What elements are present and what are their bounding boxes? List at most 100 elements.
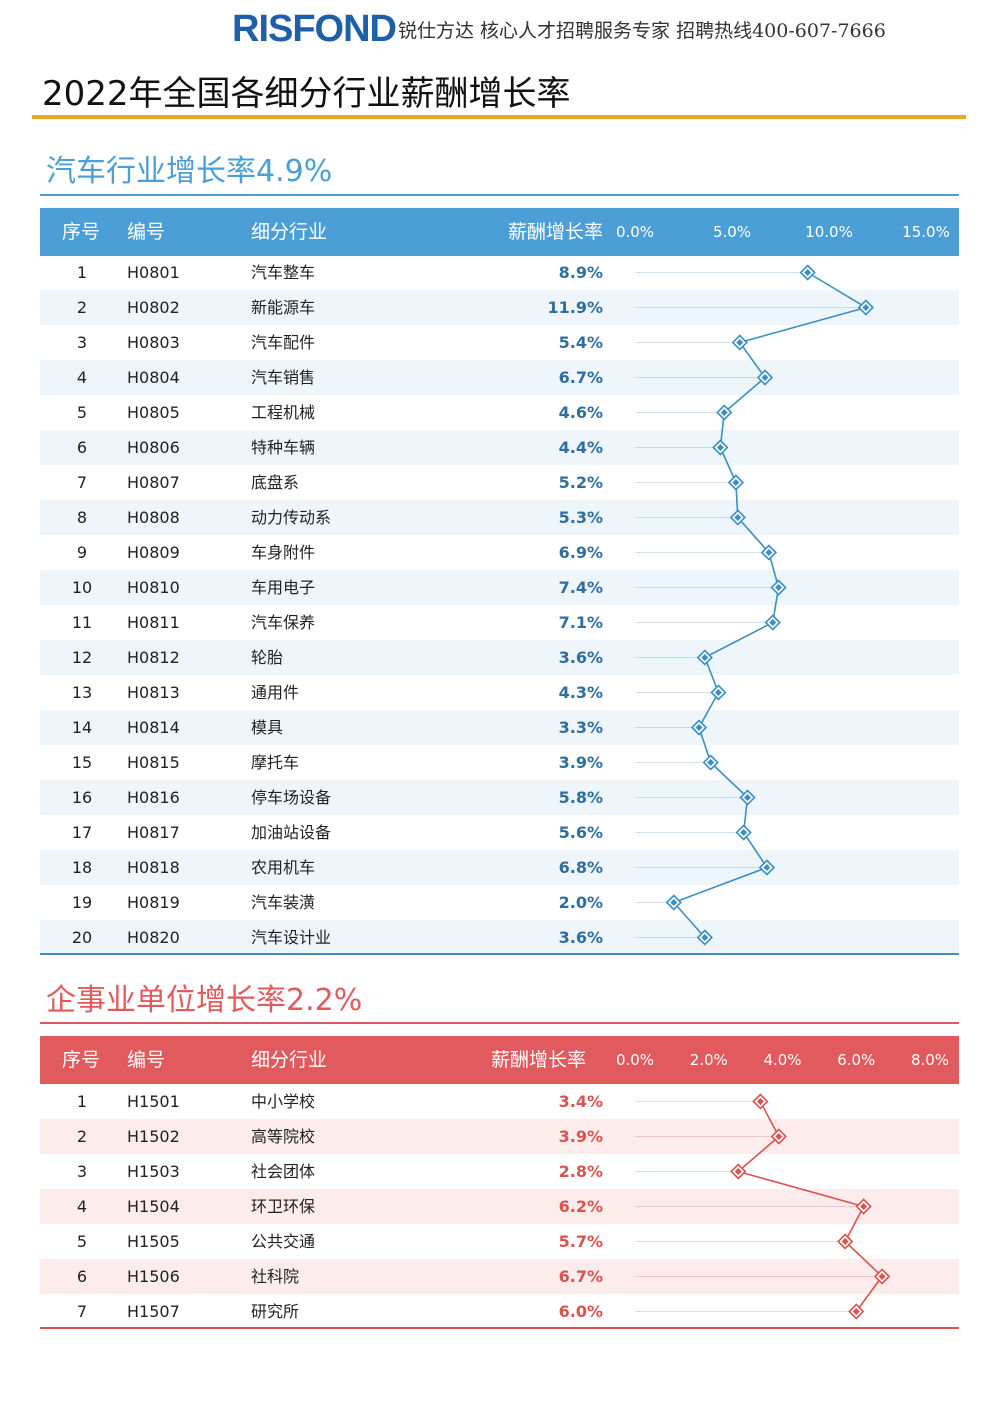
table-row: 4 H0804 汽车销售 6.7% — [40, 360, 959, 395]
row-industry: 社会团体 — [251, 1162, 316, 1181]
col-header-code: 编号 — [127, 221, 166, 243]
table-row: 8 H0808 动力传动系 5.3% — [40, 500, 959, 535]
row-code: H0814 — [127, 718, 180, 737]
row-industry: 汽车装潢 — [251, 893, 316, 912]
row-industry: 农用机车 — [251, 858, 316, 877]
axis-tick-label: 0.0% — [615, 1051, 655, 1069]
row-code: H0810 — [127, 578, 180, 597]
table-row: 20 H0820 汽车设计业 3.6% — [40, 920, 959, 955]
row-industry: 车用电子 — [251, 578, 316, 597]
row-index: 8 — [76, 508, 88, 527]
table-row: 6 H1506 社科院 6.7% — [40, 1259, 959, 1294]
row-code: H0820 — [127, 928, 180, 947]
row-code: H0816 — [127, 788, 180, 807]
row-industry: 特种车辆 — [251, 438, 316, 457]
row-code: H1503 — [127, 1162, 180, 1181]
row-index: 1 — [76, 263, 88, 282]
row-growth-value: 2.8% — [558, 1162, 603, 1181]
row-growth-value: 3.6% — [558, 648, 603, 667]
row-index: 19 — [71, 893, 93, 912]
row-index: 6 — [76, 1267, 88, 1286]
row-industry: 汽车保养 — [251, 613, 316, 632]
table-row: 5 H0805 工程机械 4.6% — [40, 395, 959, 430]
row-index: 11 — [71, 613, 93, 632]
row-code: H0806 — [127, 438, 180, 457]
table-row: 12 H0812 轮胎 3.6% — [40, 640, 959, 675]
table-bottom-rule-auto — [40, 953, 959, 955]
section-divider-auto — [40, 194, 959, 196]
row-industry: 底盘系 — [251, 473, 300, 492]
row-code: H0807 — [127, 473, 180, 492]
row-growth-value: 5.2% — [558, 473, 603, 492]
row-growth-value: 7.1% — [558, 613, 603, 632]
section-title-institutions: 企事业单位增长率2.2% — [46, 983, 363, 1018]
row-index: 7 — [76, 1302, 88, 1321]
row-index: 13 — [71, 683, 93, 702]
row-industry: 研究所 — [251, 1302, 300, 1321]
table-row: 3 H1503 社会团体 2.8% — [40, 1154, 959, 1189]
row-growth-value: 4.6% — [558, 403, 603, 422]
table-row: 1 H1501 中小学校 3.4% — [40, 1084, 959, 1119]
row-growth-value: 7.4% — [558, 578, 603, 597]
table-row: 15 H0815 摩托车 3.9% — [40, 745, 959, 780]
section-title-auto: 汽车行业增长率4.9% — [46, 154, 333, 189]
row-growth-value: 5.7% — [558, 1232, 603, 1251]
row-code: H0809 — [127, 543, 180, 562]
row-code: H0808 — [127, 508, 180, 527]
row-industry: 汽车销售 — [251, 368, 316, 387]
row-industry: 轮胎 — [251, 648, 284, 667]
row-industry: 动力传动系 — [251, 508, 332, 527]
row-growth-value: 6.2% — [558, 1197, 603, 1216]
row-code: H1501 — [127, 1092, 180, 1111]
row-code: H1502 — [127, 1127, 180, 1146]
row-index: 3 — [76, 1162, 88, 1181]
row-industry: 停车场设备 — [251, 788, 332, 807]
row-index: 5 — [76, 403, 88, 422]
row-index: 2 — [76, 1127, 88, 1146]
row-code: H0804 — [127, 368, 180, 387]
row-industry: 汽车设计业 — [251, 928, 332, 947]
row-code: H0812 — [127, 648, 180, 667]
table-row: 16 H0816 停车场设备 5.8% — [40, 780, 959, 815]
row-industry: 环卫环保 — [251, 1197, 316, 1216]
row-index: 12 — [71, 648, 93, 667]
table-row: 5 H1505 公共交通 5.7% — [40, 1224, 959, 1259]
table-row: 13 H0813 通用件 4.3% — [40, 675, 959, 710]
row-industry: 工程机械 — [251, 403, 316, 422]
col-header-growth: 薪酬增长率 — [507, 221, 603, 243]
row-index: 18 — [71, 858, 93, 877]
axis-tick-label: 2.0% — [689, 1051, 728, 1069]
row-industry: 通用件 — [251, 683, 300, 702]
row-growth-value: 8.9% — [558, 263, 603, 282]
table-row: 18 H0818 农用机车 6.8% — [40, 850, 959, 885]
row-industry: 汽车整车 — [251, 263, 316, 282]
row-growth-value: 3.9% — [558, 1127, 603, 1146]
row-growth-value: 3.3% — [558, 718, 603, 737]
table-row: 4 H1504 环卫环保 6.2% — [40, 1189, 959, 1224]
row-industry: 中小学校 — [251, 1092, 316, 1111]
row-code: H0811 — [127, 613, 180, 632]
table-row: 7 H1507 研究所 6.0% — [40, 1294, 959, 1329]
axis-tick-label: 0.0% — [615, 223, 655, 241]
axis-tick-label: 6.0% — [837, 1051, 876, 1069]
row-code: H0802 — [127, 298, 180, 317]
row-code: H0818 — [127, 858, 180, 877]
row-index: 9 — [76, 543, 88, 562]
row-growth-value: 4.4% — [558, 438, 603, 457]
table-row: 3 H0803 汽车配件 5.4% — [40, 325, 959, 360]
table-row: 7 H0807 底盘系 5.2% — [40, 465, 959, 500]
row-code: H0817 — [127, 823, 180, 842]
row-index: 6 — [76, 438, 88, 457]
row-growth-value: 5.8% — [558, 788, 603, 807]
row-industry: 摩托车 — [251, 753, 300, 772]
brand-tagline: 锐仕方达 核心人才招聘服务专家 招聘热线400-607-7666 — [398, 20, 886, 42]
table-row: 2 H1502 高等院校 3.9% — [40, 1119, 959, 1154]
row-growth-value: 3.9% — [558, 753, 603, 772]
row-index: 1 — [76, 1092, 88, 1111]
row-index: 20 — [71, 928, 93, 947]
row-growth-value: 11.9% — [547, 298, 603, 317]
row-industry: 加油站设备 — [251, 823, 332, 842]
table-bottom-rule-institutions — [40, 1327, 959, 1329]
table-header-auto: 序号 编号 细分行业 薪酬增长率 0.0% 5.0% 10.0% 15.0% — [40, 208, 959, 256]
row-industry: 模具 — [251, 718, 284, 737]
